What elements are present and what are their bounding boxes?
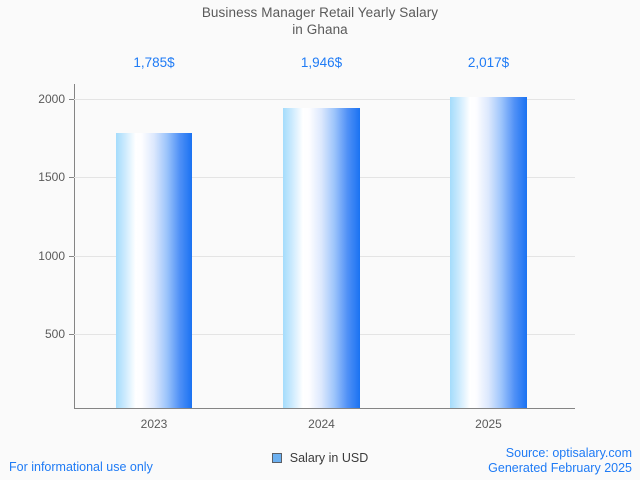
x-tick-label-2024: 2024 [308, 417, 335, 431]
bar-value-2023: 1,785$ [133, 55, 175, 70]
y-tick-label-1000: 1000 [38, 248, 65, 263]
legend-item-label: Salary in USD [289, 451, 369, 465]
chart-title-line-2: in Ghana [292, 22, 348, 37]
x-tick-label-2023: 2023 [140, 417, 168, 431]
y-tick-mark-500 [69, 333, 74, 335]
legend-swatch-icon [271, 453, 282, 463]
source-text: Source: optisalary.com [505, 446, 632, 460]
bar-value-2025: 2,017$ [467, 55, 510, 70]
x-axis-line [74, 408, 575, 409]
gridline-2000: 2000 [38, 92, 575, 106]
bar-value-2024: 1,946$ [300, 55, 343, 70]
y-axis-line [74, 84, 75, 409]
y-tick-label-1500: 1500 [38, 170, 65, 185]
y-tick-mark-1000 [69, 255, 74, 257]
bar-2025[interactable] [450, 97, 527, 408]
plot-area: 2000 1500 1000 500 [38, 84, 575, 408]
bar-2024[interactable] [283, 108, 360, 408]
y-tick-label-2000: 2000 [38, 92, 65, 106]
y-tick-mark-1500 [69, 177, 74, 179]
y-tick-label-500: 500 [44, 326, 65, 341]
y-tick-mark-2000 [69, 99, 74, 100]
x-tick-label-2025: 2025 [475, 417, 502, 431]
generated-text: Generated February 2025 [488, 461, 632, 475]
chart-legend: Salary in USD [0, 451, 640, 465]
disclaimer-text: For informational use only [9, 460, 153, 474]
bar-2023[interactable] [116, 133, 192, 408]
chart-title: Business Manager Retail Yearly Salary in… [0, 4, 640, 38]
chart-title-line-1: Business Manager Retail Yearly Salary [201, 5, 439, 20]
source-block: Source: optisalary.com Generated Februar… [488, 446, 632, 476]
